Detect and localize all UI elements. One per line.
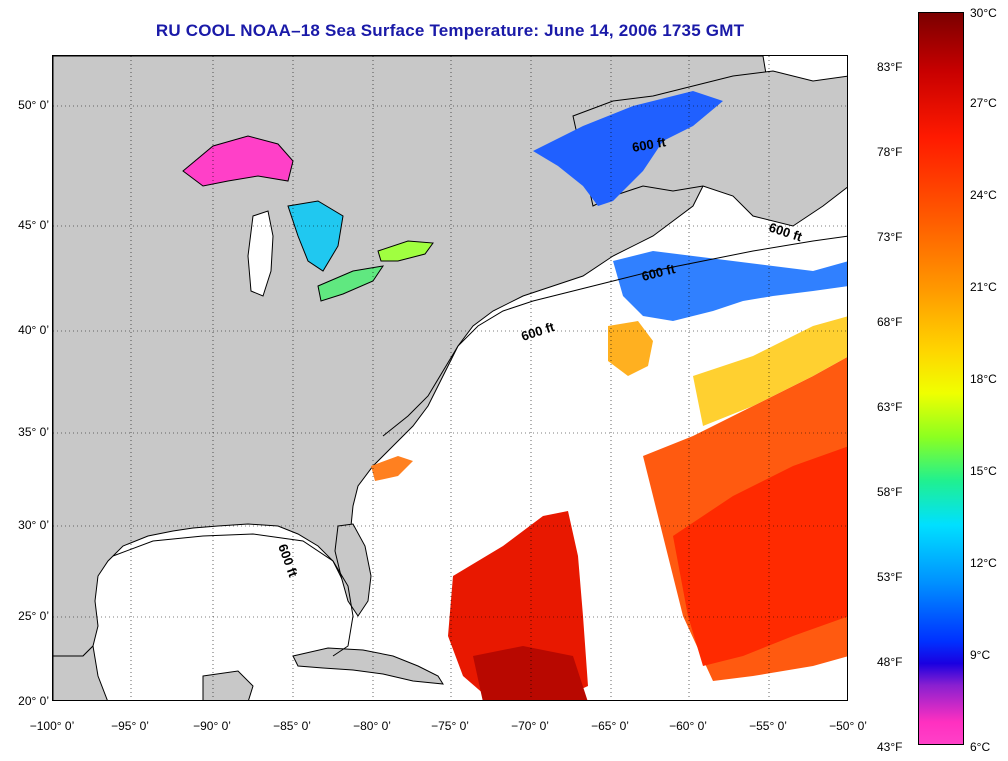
temperature-colorbar [918,12,964,745]
lat-tick-label: 20° 0’ [18,694,49,708]
sst-scotian-shelf [613,251,847,321]
colorbar-f-label: 58°F [877,485,903,499]
lake-ontario [377,240,434,262]
land-florida [334,523,372,617]
colorbar-c-label: 21°C [970,280,997,294]
sst-caribbean-hot [473,646,588,700]
lon-tick-label: −75° 0’ [431,719,469,733]
lon-tick-label: −100° 0’ [29,719,75,733]
colorbar-f-label: 63°F [877,400,903,414]
lat-tick-label: 35° 0’ [18,425,49,439]
sst-atlantic-yellow [693,316,847,426]
colorbar-f-label: 68°F [877,315,903,329]
lat-tick-label: 45° 0’ [18,218,49,232]
lon-tick-label: −95° 0’ [111,719,149,733]
lon-tick-label: −60° 0’ [669,719,707,733]
contour-label: 600 ft [631,134,668,155]
colorbar-c-label: 24°C [970,188,997,202]
contour-label: 600 ft [767,220,805,245]
lon-tick-label: −65° 0’ [591,719,629,733]
lon-tick-label: −55° 0’ [749,719,787,733]
sst-st-lawrence [533,91,723,206]
colorbar-c-label: 9°C [970,648,991,662]
lake-superior [182,135,294,187]
map-canvas: 600 ft 600 ft 600 ft 600 ft 600 ft [53,56,847,700]
colorbar-f-label: 78°F [877,145,903,159]
lon-tick-label: −85° 0’ [273,719,311,733]
colorbar-f-label: 83°F [877,60,903,74]
grid [53,56,847,700]
great-lakes [182,135,434,302]
lat-tick-label: 25° 0’ [18,609,49,623]
sst-atlantic-east-warm [673,446,847,666]
colorbar-f-label: 48°F [877,655,903,669]
lat-tick-label: 30° 0’ [18,518,49,532]
map-title: RU COOL NOAA–18 Sea Surface Temperature:… [155,21,745,40]
colorbar-c-label: 27°C [970,96,997,110]
lake-michigan [247,210,274,297]
colorbar-f-label: 53°F [877,570,903,584]
lon-tick-label: −80° 0’ [353,719,391,733]
lon-tick-label: −70° 0’ [511,719,549,733]
lake-huron [287,200,344,272]
colorbar-c-label: 6°C [970,740,991,754]
colorbar-c-label: 18°C [970,372,997,386]
lon-tick-label: −90° 0’ [193,719,231,733]
sst-gulf-stream-north [608,321,653,376]
contour-600ft [112,235,847,657]
land-yucatan [202,670,254,700]
lat-tick-label: 40° 0’ [18,323,49,337]
colorbar-f-label: 43°F [877,740,903,754]
lat-tick-label: 50° 0’ [18,98,49,112]
contour-label: 600 ft [275,542,301,580]
colorbar-c-label: 30°C [970,6,997,20]
colorbar-c-label: 12°C [970,556,997,570]
sst-carolina-patch [371,456,413,481]
sst-map: 600 ft 600 ft 600 ft 600 ft 600 ft [52,55,848,701]
land-mexico [53,644,108,700]
land-cuba [292,647,444,685]
colorbar-c-label: 15°C [970,464,997,478]
colorbar-f-label: 73°F [877,230,903,244]
lon-tick-label: −50° 0’ [829,719,867,733]
contour-label: 600 ft [519,319,557,344]
